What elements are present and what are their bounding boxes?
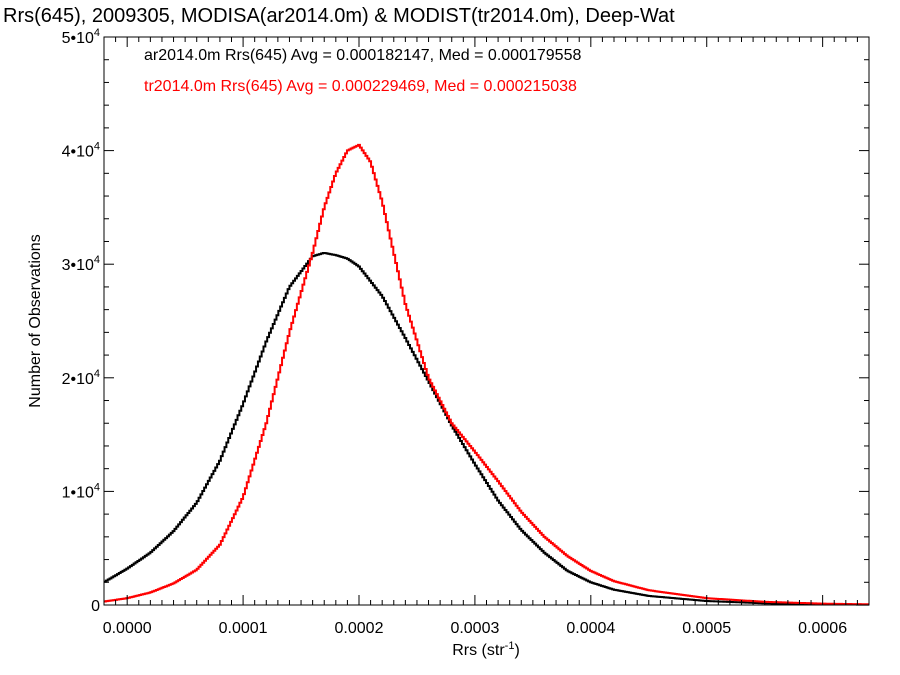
series-line-red: [104, 143, 870, 606]
legend-entry-red: tr2014.0m Rrs(645) Avg = 0.000229469, Me…: [144, 78, 577, 95]
chart-title: Rrs(645), 2009305, MODISA(ar2014.0m) & M…: [3, 5, 675, 27]
x-tick-label: 0.0002: [335, 620, 384, 637]
x-tick-label: 0.0004: [566, 620, 615, 637]
y-tick-label: 1•104: [62, 481, 100, 501]
plot-frame: [103, 36, 870, 606]
x-tick-label: 0.0001: [219, 620, 268, 637]
plot-area: [104, 143, 870, 606]
y-tick-label: 5•104: [62, 27, 100, 47]
y-tick-label: 0: [91, 598, 100, 615]
x-axis: 0.0000 0.0001 0.0002 0.0003 0.0004 0.0005 0.00…: [103, 37, 870, 637]
x-tick-label: 0.0006: [798, 620, 847, 637]
y-axis: 0 1•104 2•104 3•104 4•104 5•104: [62, 27, 869, 615]
y-tick-label: 3•104: [62, 254, 100, 274]
x-axis-label: Rrs (str-1): [452, 640, 520, 659]
legend-entry-black: ar2014.0m Rrs(645) Avg = 0.000182147, Me…: [144, 47, 581, 64]
x-tick-label: 0.0005: [682, 620, 731, 637]
y-axis-label: Number of Observations: [27, 234, 44, 407]
y-tick-label: 2•104: [62, 368, 100, 388]
y-tick-label: 4•104: [62, 141, 100, 161]
x-tick-label: 0.0000: [103, 620, 152, 637]
x-tick-label: 0.0003: [450, 620, 499, 637]
series-line-black: [104, 251, 870, 606]
